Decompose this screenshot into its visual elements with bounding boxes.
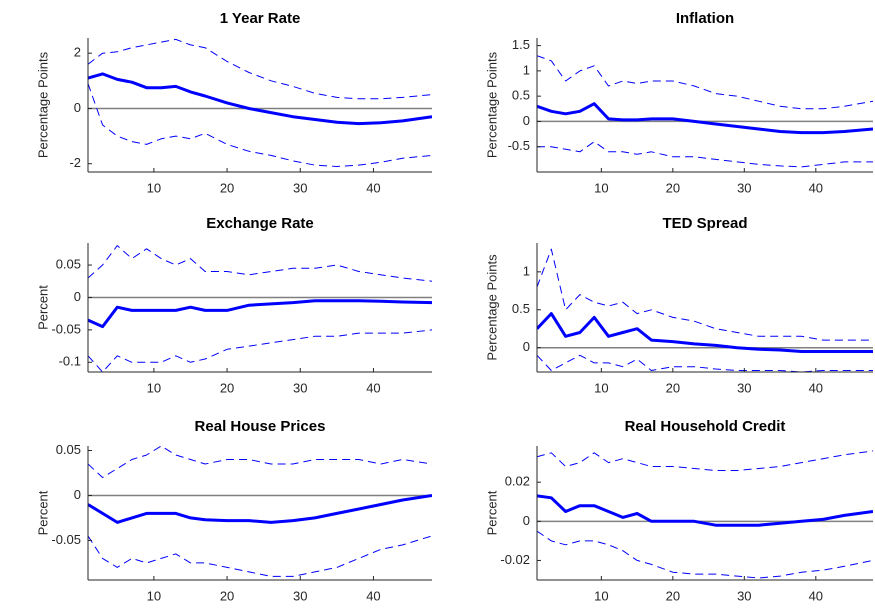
y-tick-label: -0.02 [500,552,530,567]
x-tick-label: 20 [666,180,680,195]
x-tick-label: 20 [666,380,680,395]
x-tick-label: 30 [293,180,307,195]
band-line [88,245,432,282]
x-tick-label: 40 [366,588,380,603]
y-tick-label: 1 [523,62,530,77]
y-axis-label: Percent [35,490,50,535]
y-axis-label: Percentage Points [35,51,50,158]
median-line [537,494,873,527]
band-line [537,354,873,372]
median-line [537,102,873,135]
median-line [537,312,873,353]
y-tick-label: 0 [74,100,81,115]
x-tick-label: 10 [594,180,608,195]
y-tick-label: 0.05 [56,442,81,457]
x-tick-label: 10 [594,380,608,395]
band-line [537,248,873,341]
band-line [537,530,873,579]
y-tick-label: 1 [523,263,530,278]
chart-title: Real Household Credit [625,418,786,435]
chart-title: Real House Prices [195,418,326,435]
y-tick-label: 0 [523,113,530,128]
x-tick-label: 10 [147,588,161,603]
band-line [88,38,432,100]
x-tick-label: 20 [220,180,234,195]
band-line [88,446,432,478]
x-tick-label: 30 [737,180,751,195]
x-tick-label: 20 [666,588,680,603]
x-tick-label: 30 [737,380,751,395]
y-tick-label: 0.05 [56,256,81,271]
y-tick-label: -0.5 [508,138,530,153]
y-tick-label: -2 [69,155,81,170]
band-line [537,55,873,110]
x-tick-label: 30 [293,380,307,395]
y-tick-label: 0 [523,513,530,528]
median-line [88,299,432,329]
y-axis-label: Percentage Points [484,51,499,158]
x-tick-label: 40 [809,180,823,195]
band-line [88,535,432,577]
x-tick-label: 30 [737,588,751,603]
chart-title: Inflation [676,10,734,27]
x-tick-label: 40 [809,380,823,395]
median-line [88,494,432,524]
x-tick-label: 10 [147,180,161,195]
band-line [88,83,432,167]
y-tick-label: 0.02 [505,474,530,489]
chart-title: 1 Year Rate [220,10,301,27]
chart-title: Exchange Rate [206,215,314,232]
band-line [88,329,432,372]
x-tick-label: 40 [366,180,380,195]
band-line [537,141,873,168]
y-tick-label: -0.1 [59,354,81,369]
x-tick-label: 30 [293,588,307,603]
y-axis-label: Percent [484,490,499,535]
median-line [88,72,432,126]
y-tick-label: 1.5 [512,37,530,52]
y-tick-label: 0 [523,339,530,354]
x-tick-label: 40 [809,588,823,603]
y-tick-label: -0.05 [51,532,81,547]
x-tick-label: 20 [220,588,234,603]
y-tick-label: 0 [74,487,81,502]
band-line [537,450,873,471]
y-tick-label: 0 [74,289,81,304]
y-axis-label: Percentage Points [484,254,499,361]
y-tick-label: -0.05 [51,321,81,336]
x-tick-label: 40 [366,380,380,395]
y-tick-label: 0.5 [512,301,530,316]
x-tick-label: 20 [220,380,234,395]
x-tick-label: 10 [594,588,608,603]
y-tick-label: 2 [74,45,81,60]
x-tick-label: 10 [147,380,161,395]
y-tick-label: 0.5 [512,88,530,103]
y-axis-label: Percent [35,285,50,330]
chart-title: TED Spread [662,215,747,232]
